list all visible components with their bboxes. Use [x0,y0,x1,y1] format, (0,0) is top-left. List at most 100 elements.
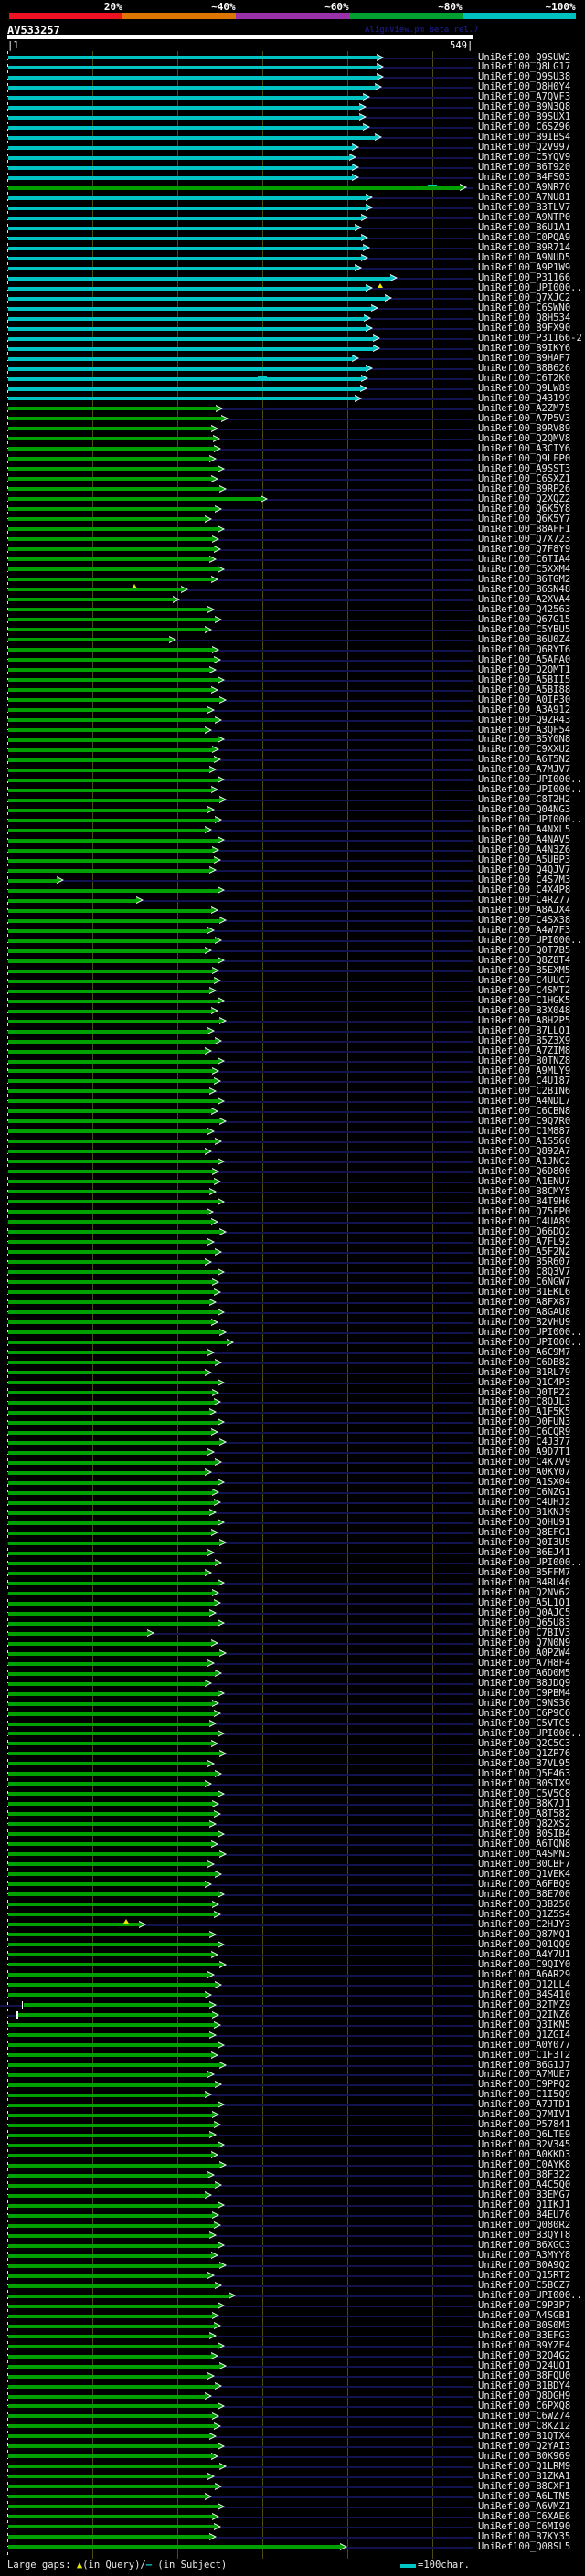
alignment-label[interactable]: UniRef100_B8FQU0 [478,2370,571,2382]
alignment-label[interactable]: UniRef100_B9N3Q8 [478,101,571,113]
alignment-bar[interactable] [8,1953,211,1957]
alignment-label[interactable]: UniRef100_Q0T7B5 [478,945,571,957]
alignment-label[interactable]: UniRef100_A0KKD3 [478,2149,571,2161]
alignment-bar[interactable] [8,778,218,782]
alignment-label[interactable]: UniRef100_Q7N0N9 [478,1638,571,1649]
alignment-bar[interactable] [8,2394,206,2399]
alignment-label[interactable]: UniRef100_A6D0M5 [478,1668,571,1680]
alignment-bar[interactable] [8,2495,206,2499]
alignment-label[interactable]: UniRef100_B5EXM5 [478,965,571,977]
alignment-label[interactable]: UniRef100_Q8Z8T4 [478,955,571,967]
alignment-bar[interactable] [8,1631,148,1636]
alignment-label[interactable]: UniRef100_A7ZIM8 [478,1045,571,1056]
alignment-label[interactable]: UniRef100_B6G1J7 [478,2059,571,2071]
alignment-bar[interactable] [8,2043,218,2048]
alignment-bar[interactable] [8,979,214,983]
alignment-bar[interactable] [8,2203,218,2208]
alignment-label[interactable]: UniRef100_Q9LW89 [478,383,571,394]
alignment-bar[interactable] [8,1792,218,1797]
alignment-bar[interactable] [8,2274,208,2278]
alignment-bar[interactable] [8,868,210,873]
alignment-label[interactable]: UniRef100_Q1ZP76 [478,1747,571,1759]
alignment-bar[interactable] [8,2475,208,2479]
alignment-bar[interactable] [8,1200,218,1204]
alignment-label[interactable]: UniRef100_A4NDL7 [478,1095,571,1107]
alignment-label[interactable]: UniRef100_Q8LG17 [478,61,571,73]
alignment-bar[interactable] [8,1381,218,1385]
alignment-label[interactable]: UniRef100_B4T9H6 [478,1195,571,1207]
alignment-label[interactable]: UniRef100_A7H8F4 [478,1658,571,1670]
alignment-bar[interactable] [8,1049,206,1054]
alignment-label[interactable]: UniRef100_Q0AJC5 [478,1607,571,1619]
alignment-label[interactable]: UniRef100_B7VL95 [478,1757,571,1769]
alignment-label[interactable]: UniRef100_Q67G15 [478,613,571,625]
alignment-label[interactable]: UniRef100_B4RU46 [478,1577,571,1589]
alignment-bar[interactable] [8,457,210,461]
alignment-label[interactable]: UniRef100_Q65U83 [478,1617,571,1629]
alignment-label[interactable]: UniRef100_A8GAU8 [478,1306,571,1318]
alignment-bar[interactable] [8,2023,214,2028]
alignment-label[interactable]: UniRef100_A5L1Q1 [478,1597,571,1609]
alignment-bar[interactable] [8,2193,206,2198]
alignment-bar[interactable] [8,2314,212,2318]
alignment-bar[interactable] [8,557,210,562]
alignment-label[interactable]: UniRef100_A2ZM75 [478,402,571,414]
alignment-bar[interactable] [8,658,214,663]
alignment-label[interactable]: UniRef100_B3EMG7 [478,2189,571,2201]
alignment-label[interactable]: UniRef100_C6TIA4 [478,553,571,565]
alignment-label[interactable]: UniRef100_A4SMN3 [478,1848,571,1860]
alignment-bar[interactable] [18,2013,212,2018]
alignment-bar[interactable] [8,356,353,361]
alignment-bar[interactable] [8,276,390,281]
alignment-bar[interactable] [8,447,214,451]
alignment-bar[interactable] [8,1440,220,1445]
alignment-label[interactable]: UniRef100_Q42563 [478,603,571,615]
alignment-bar[interactable] [8,758,214,762]
alignment-label[interactable]: UniRef100_Q8EFG1 [478,1527,571,1539]
alignment-label[interactable]: UniRef100_C6CQR9 [478,1426,571,1438]
alignment-label[interactable]: UniRef100_C1I5Q9 [478,2089,571,2101]
alignment-label[interactable]: UniRef100_C6SXZ1 [478,472,571,484]
alignment-label[interactable]: UniRef100_Q9LFP0 [478,452,571,464]
alignment-bar[interactable] [8,346,374,351]
alignment-bar[interactable] [8,878,57,883]
alignment-bar[interactable] [8,1280,212,1285]
alignment-bar[interactable] [8,1160,218,1164]
alignment-label[interactable]: UniRef100_Q04NG3 [478,804,571,816]
alignment-label[interactable]: UniRef100_A4C5Q0 [478,2179,571,2191]
alignment-label[interactable]: UniRef100_C9Q7R0 [478,1115,571,1127]
alignment-label[interactable]: UniRef100_C6PXQ8 [478,2400,571,2412]
alignment-bar[interactable] [8,2344,218,2348]
alignment-label[interactable]: UniRef100_Q4QJV7 [478,864,571,876]
alignment-bar[interactable] [8,718,215,722]
alignment-label[interactable]: UniRef100_Q2XQZ2 [478,493,571,504]
alignment-bar[interactable] [8,1371,206,1375]
alignment-bar[interactable] [8,2384,215,2389]
alignment-label[interactable]: UniRef100_B6EJ41 [478,1547,571,1559]
alignment-label[interactable]: UniRef100_C6WZ74 [478,2410,571,2422]
alignment-label[interactable]: UniRef100_A1S560 [478,1135,571,1147]
alignment-label[interactable]: UniRef100_B8JDQ9 [478,1678,571,1690]
alignment-label[interactable]: UniRef100_B1KNJ9 [478,1507,571,1519]
alignment-label[interactable]: UniRef100_B9R714 [478,242,571,254]
alignment-bar[interactable] [8,226,355,230]
alignment-bar[interactable] [8,2535,210,2539]
alignment-label[interactable]: UniRef100_B5FFM7 [478,1567,571,1579]
alignment-label[interactable]: UniRef100_C6T2K0 [478,373,571,385]
alignment-label[interactable]: UniRef100_A9NTP0 [478,212,571,224]
alignment-label[interactable]: UniRef100_P31166-2 [478,333,582,345]
alignment-label[interactable]: UniRef100_Q7XJC2 [478,292,571,304]
alignment-bar[interactable] [8,1009,211,1013]
alignment-bar[interactable] [8,1561,215,1565]
alignment-label[interactable]: UniRef100_A4Y7U1 [478,1948,571,1960]
alignment-label[interactable]: UniRef100_A0PZW4 [478,1648,571,1659]
alignment-label[interactable]: UniRef100_D0FUN3 [478,1416,571,1428]
alignment-bar[interactable] [8,2364,220,2369]
alignment-label[interactable]: UniRef100_A4N3Z6 [478,844,571,856]
alignment-label[interactable]: UniRef100_A0IP30 [478,694,571,705]
alignment-bar[interactable] [8,1822,210,1827]
alignment-bar[interactable] [8,1059,218,1064]
alignment-bar[interactable] [8,56,378,59]
alignment-bar[interactable] [8,1762,208,1766]
alignment-label[interactable]: UniRef100_UPI000.. [478,1326,582,1338]
